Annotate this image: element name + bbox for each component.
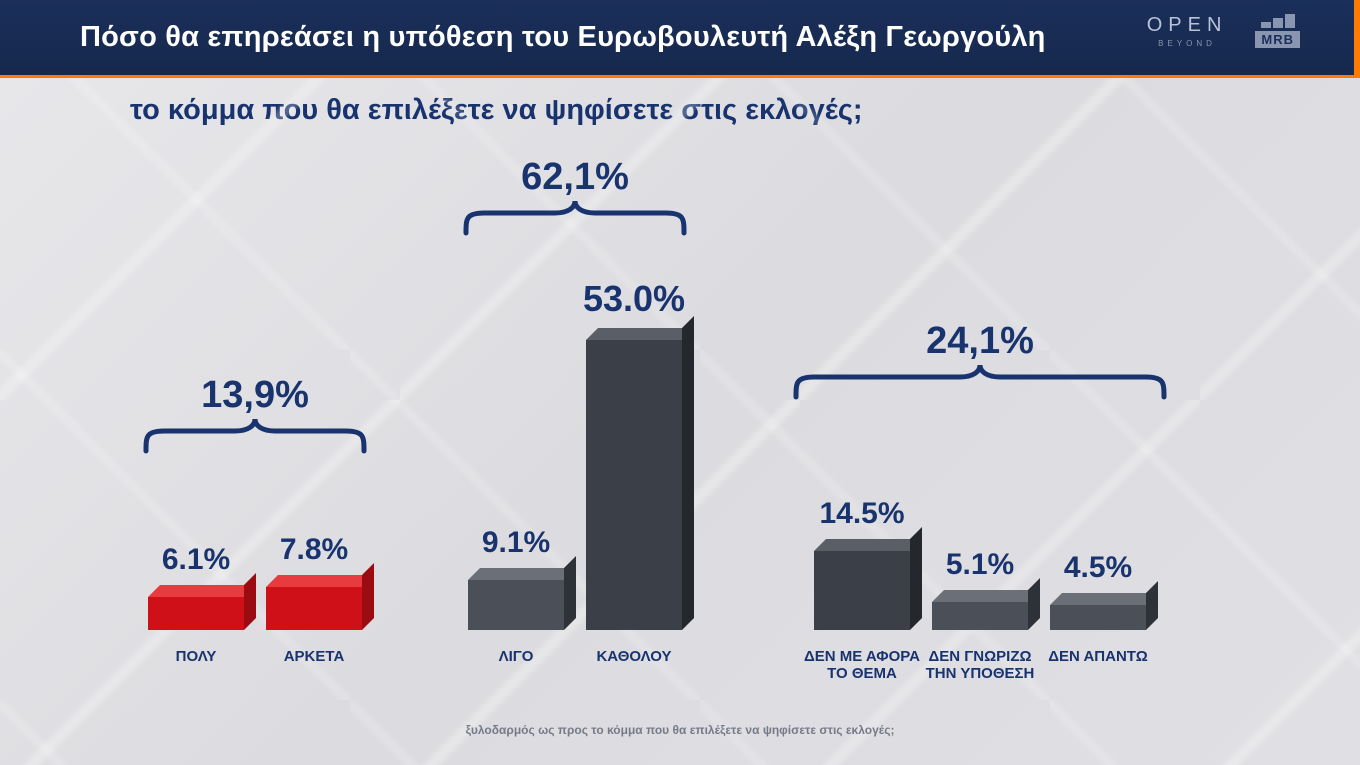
bar-value-label: 14.5% bbox=[795, 497, 929, 531]
group-brace: 24,1% bbox=[790, 320, 1170, 406]
bar-group: 9.1%ΛΙΓΟ 53.0%ΚΑΘΟΛΟΥ 62,1% bbox=[460, 150, 690, 630]
bar: 9.1%ΛΙΓΟ bbox=[468, 580, 564, 630]
footnote-text: ξυλοδαρμός ως προς το κόμμα που θα επιλέ… bbox=[0, 723, 1360, 737]
bars-row: 14.5%ΔΕΝ ΜΕ ΑΦΟΡΑΤΟ ΘΕΜΑ 5.1%ΔΕΝ ΓΝΩΡΙΖΩΤ… bbox=[790, 551, 1170, 630]
group-sum-label: 13,9% bbox=[140, 374, 370, 417]
brace-icon bbox=[140, 413, 370, 455]
group-brace: 13,9% bbox=[140, 374, 370, 460]
open-logo-sub: BEYOND bbox=[1147, 39, 1228, 48]
bar: 6.1%ΠΟΛΥ bbox=[148, 597, 244, 630]
open-beyond-logo: OPEN BEYOND bbox=[1147, 14, 1228, 48]
bar: 5.1%ΔΕΝ ΓΝΩΡΙΖΩΤΗΝ ΥΠΟΘΕΣΗ bbox=[932, 602, 1028, 630]
group-sum-label: 24,1% bbox=[790, 320, 1170, 363]
bar-category-label: ΑΡΚΕΤΑ bbox=[237, 648, 391, 665]
group-brace: 62,1% bbox=[460, 156, 690, 242]
bar-value-label: 4.5% bbox=[1031, 551, 1165, 585]
bar-category-label: ΚΑΘΟΛΟΥ bbox=[557, 648, 711, 665]
header-bar: Πόσο θα επηρεάσει η υπόθεση του Ευρωβουλ… bbox=[0, 0, 1360, 78]
bar-value-label: 7.8% bbox=[247, 533, 381, 567]
bar-value-label: 9.1% bbox=[449, 526, 583, 560]
bar: 53.0%ΚΑΘΟΛΟΥ bbox=[586, 340, 682, 630]
brace-icon bbox=[460, 195, 690, 237]
bar-chart: 6.1%ΠΟΛΥ7.8%ΑΡΚΕΤΑ13,9%9.1%ΛΙΓΟ53.0%ΚΑΘΟ… bbox=[0, 150, 1360, 705]
bar-group: 6.1%ΠΟΛΥ 7.8%ΑΡΚΕΤΑ 13,9% bbox=[140, 150, 370, 630]
bar-value-label: 5.1% bbox=[913, 548, 1047, 582]
logos-container: OPEN BEYOND MRB bbox=[1147, 14, 1300, 48]
subtitle-line: το κόμμα που θα επιλέξετε να ψηφίσετε στ… bbox=[0, 78, 1360, 127]
bar-value-label: 53.0% bbox=[567, 278, 701, 320]
group-sum-label: 62,1% bbox=[460, 156, 690, 199]
bar-category-label: ΔΕΝ ΑΠΑΝΤΩ bbox=[1021, 648, 1175, 665]
bar-value-label: 6.1% bbox=[129, 543, 263, 577]
bar: 7.8%ΑΡΚΕΤΑ bbox=[266, 587, 362, 630]
open-logo-text: OPEN bbox=[1147, 14, 1228, 37]
mrb-bars-icon bbox=[1261, 14, 1295, 28]
bar: 14.5%ΔΕΝ ΜΕ ΑΦΟΡΑΤΟ ΘΕΜΑ bbox=[814, 551, 910, 630]
mrb-logo: MRB bbox=[1255, 14, 1300, 48]
title-line-1: Πόσο θα επηρεάσει η υπόθεση του Ευρωβουλ… bbox=[80, 21, 1046, 54]
bars-row: 6.1%ΠΟΛΥ 7.8%ΑΡΚΕΤΑ bbox=[140, 587, 370, 630]
mrb-logo-text: MRB bbox=[1255, 31, 1300, 48]
header-accent bbox=[1354, 0, 1360, 75]
bar-group: 14.5%ΔΕΝ ΜΕ ΑΦΟΡΑΤΟ ΘΕΜΑ 5.1%ΔΕΝ ΓΝΩΡΙΖΩΤ… bbox=[790, 150, 1170, 630]
brace-icon bbox=[790, 359, 1170, 401]
bar: 4.5%ΔΕΝ ΑΠΑΝΤΩ bbox=[1050, 605, 1146, 630]
bars-row: 9.1%ΛΙΓΟ 53.0%ΚΑΘΟΛΟΥ bbox=[460, 340, 690, 630]
